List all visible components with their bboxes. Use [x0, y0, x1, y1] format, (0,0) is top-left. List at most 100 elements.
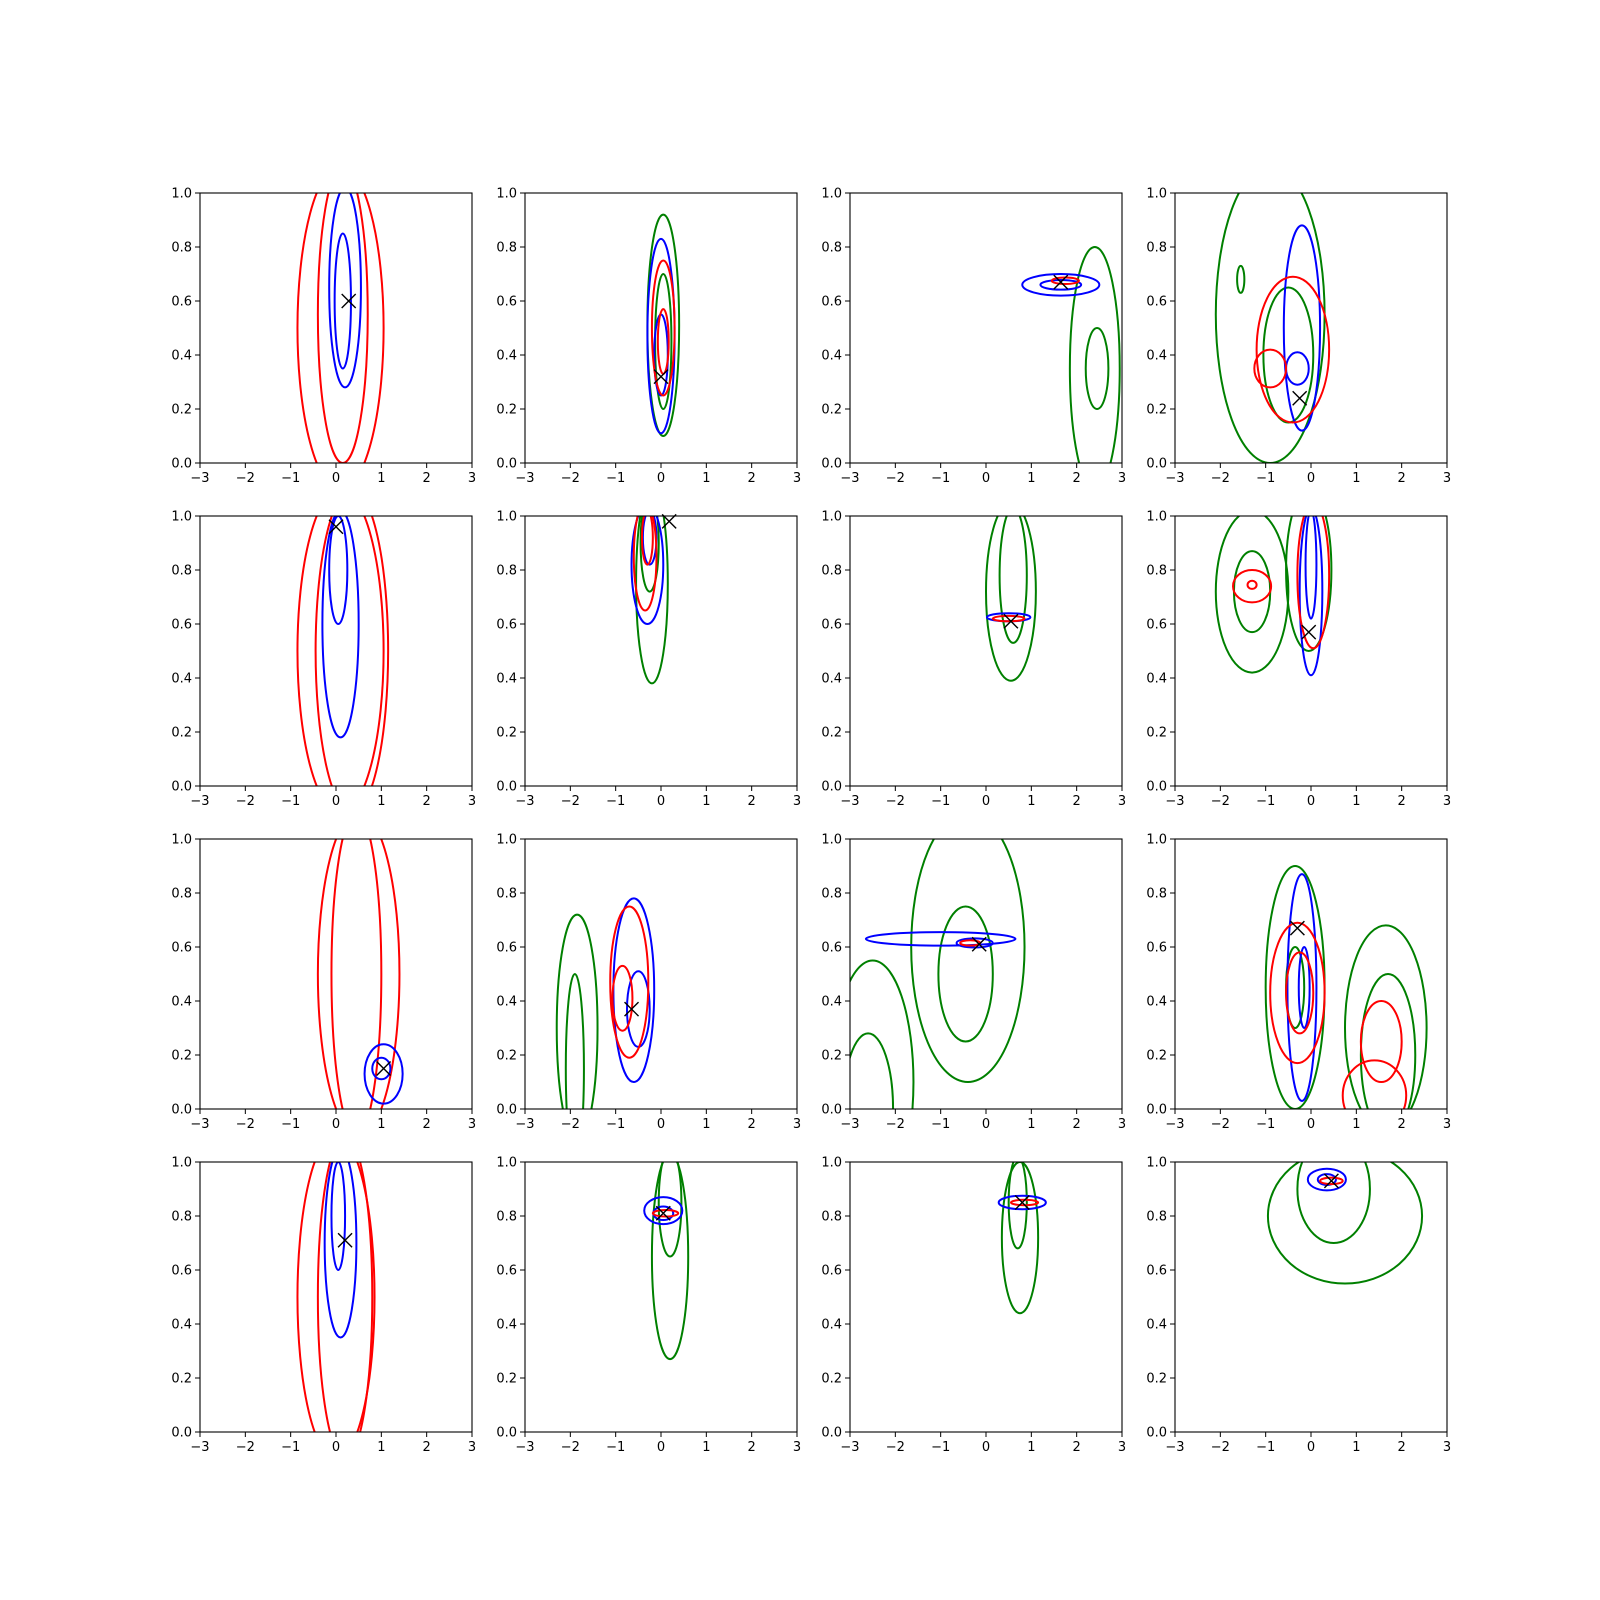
axes-frame — [524, 515, 798, 787]
blue-contour — [1039, 278, 1083, 291]
axes-frame — [849, 515, 1123, 787]
x-marker — [376, 1061, 392, 1076]
y-tick-label: 0.8 — [1146, 564, 1167, 579]
green-contour — [650, 1162, 690, 1361]
y-tick-label: 0.4 — [1146, 672, 1167, 687]
red-contour — [632, 516, 658, 612]
panel-15: −3 −2 −1 0 1 2 3 0.0 0.2 0.4 0.6 0.8 1.0 — [821, 1156, 1126, 1456]
x-tick-label: 2 — [1398, 1117, 1406, 1132]
green-contour — [657, 1162, 683, 1258]
x-tick-label: 0 — [657, 1440, 665, 1455]
y-tick-label: 0.4 — [1146, 995, 1167, 1010]
y-tick-label: 0.6 — [496, 618, 517, 633]
x-marker — [624, 1001, 640, 1017]
y-tick-label: 0.0 — [1146, 1426, 1167, 1441]
panel-9: −3 −2 −1 0 1 2 3 0.0 0.2 0.4 0.6 0.8 1.0 — [171, 833, 476, 1133]
plot-area — [643, 1162, 690, 1361]
y-tick-label: 0.8 — [1146, 1210, 1167, 1225]
plot-area — [296, 193, 385, 463]
x-tick-label: 0 — [332, 471, 340, 486]
x-tick-label: −1 — [281, 1440, 300, 1455]
y-tick-label: 0.6 — [821, 1264, 842, 1279]
y-tick-label: 0.8 — [1146, 241, 1167, 256]
red-contour — [1253, 348, 1288, 389]
x-tick-label: −2 — [236, 471, 255, 486]
x-tick-label: −3 — [515, 1117, 534, 1132]
x-marker — [337, 1232, 353, 1248]
green-contour — [1359, 973, 1417, 1109]
x-marker — [1053, 274, 1069, 290]
x-tick-label: −2 — [1211, 794, 1230, 809]
y-tick-label: 0.4 — [496, 349, 517, 364]
red-contour — [296, 193, 385, 463]
x-tick-label: 0 — [657, 1117, 665, 1132]
y-tick-label: 0.6 — [171, 1264, 192, 1279]
y-tick-label: 0.6 — [496, 295, 517, 310]
x-tick-label: 2 — [1073, 1440, 1081, 1455]
plot-area — [1021, 246, 1121, 463]
x-tick-label: 0 — [657, 794, 665, 809]
x-tick-label: 2 — [423, 1440, 431, 1455]
blue-contour — [363, 1043, 404, 1105]
blue-contour — [1285, 351, 1310, 386]
y-tick-label: 0.0 — [821, 457, 842, 472]
y-tick-label: 1.0 — [821, 510, 842, 525]
y-tick-label: 0.0 — [821, 780, 842, 795]
x-tick-label: 3 — [793, 1117, 801, 1132]
x-tick-label: −2 — [1211, 1117, 1230, 1132]
plot-area — [1264, 865, 1428, 1109]
panel-3: −3 −2 −1 0 1 2 3 0.0 0.2 0.4 0.6 0.8 1.0 — [821, 187, 1126, 487]
x-tick-label: −1 — [1256, 794, 1275, 809]
x-marker — [1014, 1195, 1030, 1210]
y-tick-label: 0.8 — [821, 564, 842, 579]
y-tick-label: 0.0 — [496, 780, 517, 795]
x-tick-label: −2 — [561, 1440, 580, 1455]
x-tick-label: 0 — [1307, 471, 1315, 486]
blue-contour — [1304, 516, 1318, 620]
green-contour — [564, 973, 585, 1109]
x-tick-label: 0 — [332, 1117, 340, 1132]
y-tick-label: 1.0 — [821, 187, 842, 202]
x-tick-label: 1 — [1352, 1117, 1360, 1132]
y-tick-label: 0.2 — [496, 1049, 517, 1064]
x-tick-label: 3 — [1443, 471, 1451, 486]
y-tick-label: 0.4 — [821, 995, 842, 1010]
red-contour — [1269, 921, 1326, 1065]
green-contour — [850, 959, 915, 1109]
y-tick-label: 0.0 — [496, 1426, 517, 1441]
y-tick-label: 0.8 — [171, 564, 192, 579]
x-tick-label: 3 — [1443, 794, 1451, 809]
y-tick-label: 0.4 — [496, 995, 517, 1010]
green-contour — [998, 516, 1028, 644]
x-tick-label: −3 — [840, 1440, 859, 1455]
y-tick-label: 1.0 — [1146, 510, 1167, 525]
red-contour — [1232, 569, 1273, 604]
x-tick-label: 0 — [1307, 1440, 1315, 1455]
red-contour — [1246, 579, 1258, 590]
green-contour — [937, 905, 994, 1043]
x-tick-label: −1 — [1256, 471, 1275, 486]
y-tick-label: 0.8 — [496, 887, 517, 902]
red-contour — [1359, 1000, 1403, 1083]
x-tick-label: −2 — [561, 471, 580, 486]
y-tick-label: 0.6 — [1146, 1264, 1167, 1279]
red-contour — [609, 905, 650, 1059]
plot-area — [316, 839, 404, 1109]
plot-area — [555, 897, 656, 1109]
x-tick-label: 1 — [377, 1440, 385, 1455]
x-tick-label: 3 — [1443, 1117, 1451, 1132]
y-tick-label: 0.2 — [1146, 726, 1167, 741]
red-contour — [296, 1162, 376, 1432]
green-contour — [1068, 246, 1121, 463]
x-tick-label: −3 — [515, 471, 534, 486]
x-tick-label: 1 — [1027, 794, 1035, 809]
x-tick-label: −2 — [886, 1117, 905, 1132]
blue-contour — [864, 931, 1017, 947]
x-marker — [1301, 624, 1317, 640]
y-tick-label: 0.6 — [496, 1264, 517, 1279]
y-tick-label: 0.4 — [171, 1318, 192, 1333]
blue-contour — [1306, 1167, 1347, 1192]
panel-2: −3 −2 −1 0 1 2 3 0.0 0.2 0.4 0.6 0.8 1.0 — [496, 187, 801, 487]
blue-contour — [1282, 224, 1322, 432]
y-tick-label: 0.6 — [821, 295, 842, 310]
